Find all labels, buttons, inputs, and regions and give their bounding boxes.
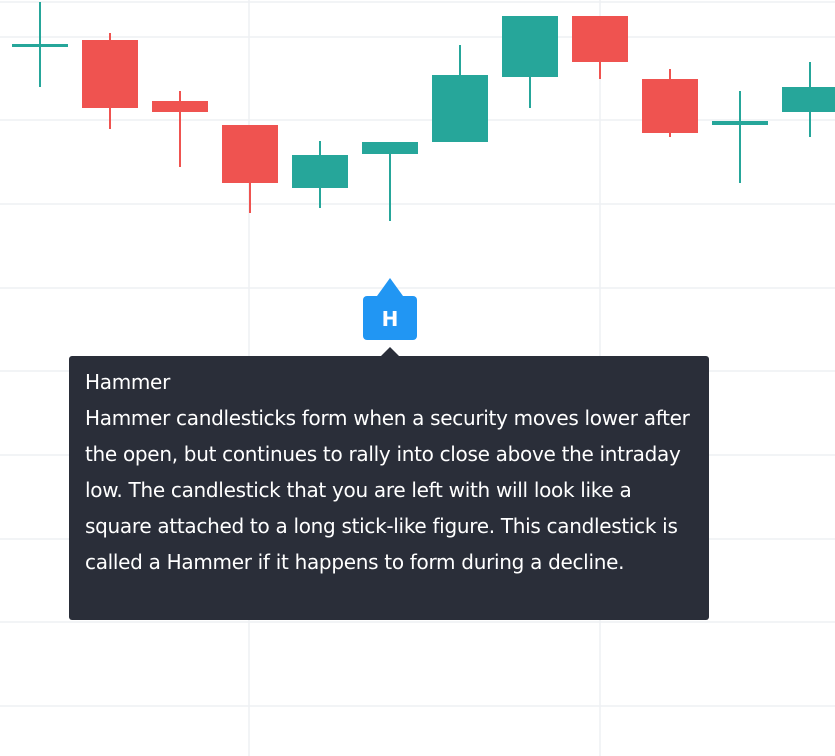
tooltip-title: Hammer [85, 370, 170, 394]
candle-body [222, 125, 278, 183]
tooltip-text: Hammer candlesticks form when a security… [85, 406, 690, 574]
pattern-marker[interactable]: H [363, 296, 417, 340]
candle-body [712, 121, 768, 125]
candle-body [432, 75, 488, 142]
marker-arrow [377, 278, 403, 296]
candle-body [362, 142, 418, 154]
tooltip: Hammer Hammer candlesticks form when a s… [69, 356, 709, 620]
candle-body [12, 44, 68, 47]
candle-body [292, 155, 348, 188]
candle-body [642, 79, 698, 133]
candle-body [572, 16, 628, 62]
candle-body [502, 16, 558, 77]
candle-body [82, 40, 138, 108]
candle-body [782, 87, 835, 112]
candle-body [152, 101, 208, 112]
tooltip-arrow [381, 347, 399, 356]
candles [12, 2, 835, 221]
